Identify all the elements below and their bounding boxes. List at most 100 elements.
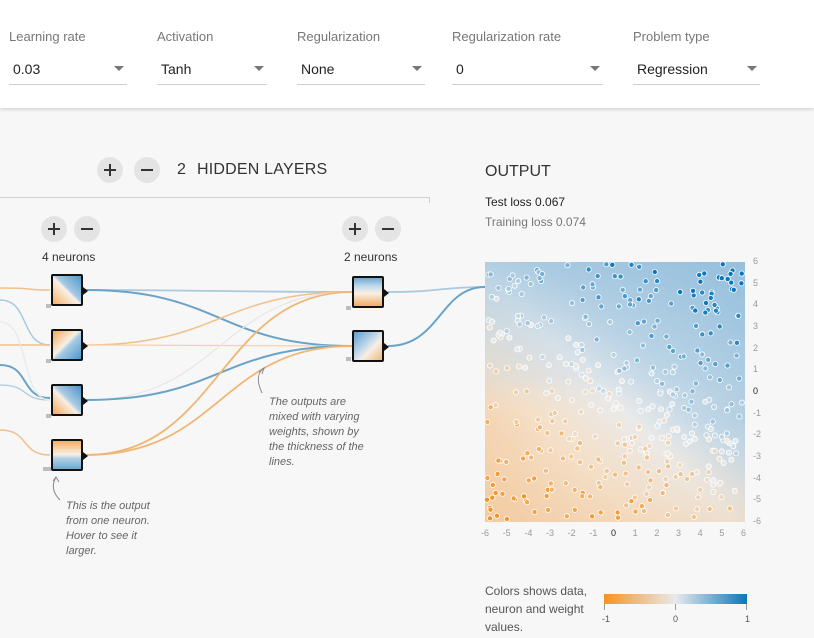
- data-point: [506, 334, 513, 341]
- data-point: [545, 506, 552, 513]
- annotation-arrow: [52, 476, 61, 501]
- y-tick-label: -1: [753, 407, 762, 418]
- data-point: [653, 287, 660, 294]
- data-point: [524, 320, 531, 327]
- data-point: [707, 330, 714, 337]
- hidden-layer-count: 2: [177, 161, 186, 178]
- data-point: [664, 458, 671, 465]
- data-point: [637, 407, 644, 414]
- x-tick-label: 3: [676, 528, 682, 538]
- neuron-l2-2[interactable]: [352, 330, 389, 362]
- data-point: [579, 356, 586, 363]
- remove-layer-button[interactable]: [134, 157, 160, 183]
- data-point: [582, 388, 589, 395]
- add-neuron-layer1-button[interactable]: [41, 216, 67, 242]
- y-tick-label: 5: [753, 277, 759, 288]
- data-point: [635, 296, 642, 303]
- data-point: [671, 363, 678, 370]
- data-point: [501, 476, 508, 483]
- data-point: [505, 285, 512, 292]
- data-point: [690, 513, 697, 520]
- data-point: [699, 351, 706, 358]
- data-point: [574, 349, 581, 356]
- legend-text: Colors shows data, neuron and weight val…: [485, 584, 588, 634]
- plus-icon: [48, 223, 60, 235]
- regularization-rate-value: 0: [456, 61, 464, 77]
- x-tick-label: -2: [567, 528, 576, 538]
- annotation-arrow: [257, 367, 265, 394]
- data-point: [640, 318, 647, 325]
- neuron-l1-4[interactable]: [51, 439, 88, 471]
- data-point: [621, 441, 628, 448]
- neuron-l2-1[interactable]: [352, 276, 389, 308]
- data-point: [574, 445, 581, 452]
- data-point: [710, 488, 717, 495]
- data-point: [524, 499, 531, 506]
- data-point: [645, 406, 652, 413]
- data-point: [718, 433, 725, 440]
- data-point: [565, 335, 572, 342]
- data-point: [648, 370, 655, 377]
- data-point: [676, 461, 683, 468]
- data-point: [662, 368, 669, 375]
- data-point: [672, 505, 679, 512]
- neuron-l1-1[interactable]: [51, 274, 88, 306]
- data-point: [643, 490, 650, 497]
- activation-select[interactable]: Tanh: [157, 58, 267, 85]
- chevron-down-icon: [254, 66, 264, 71]
- chevron-down-icon: [114, 66, 124, 71]
- data-point: [692, 307, 699, 314]
- neuron-output-arrow: [384, 289, 389, 297]
- data-point: [617, 404, 624, 411]
- neuron-output-arrow: [83, 287, 88, 295]
- control-bar: Learning rate 0.03 Activation Tanh Regul…: [0, 0, 814, 108]
- data-point: [546, 377, 553, 384]
- data-point: [582, 375, 589, 382]
- data-point: [655, 468, 662, 475]
- data-point: [701, 270, 708, 277]
- plus-icon: [104, 164, 116, 176]
- data-point: [585, 367, 592, 374]
- data-point: [643, 454, 650, 461]
- data-point: [711, 403, 718, 410]
- data-point: [663, 411, 670, 418]
- layers-bracket: [0, 197, 430, 198]
- data-point: [647, 497, 654, 504]
- add-layer-button[interactable]: [97, 157, 123, 183]
- neuron-l1-2[interactable]: [51, 329, 88, 361]
- data-point: [730, 443, 737, 450]
- data-point: [663, 482, 670, 489]
- data-point: [707, 425, 714, 432]
- data-point: [577, 439, 584, 446]
- output-title: OUTPUT: [485, 163, 551, 180]
- output-heatmap[interactable]: [485, 262, 745, 522]
- data-point: [677, 471, 684, 478]
- minus-icon: [382, 228, 394, 230]
- data-point: [616, 367, 623, 374]
- data-point: [589, 387, 596, 394]
- neuron-l1-3[interactable]: [51, 384, 88, 416]
- data-point: [568, 453, 575, 460]
- data-point: [489, 318, 496, 325]
- regularization-select[interactable]: None: [297, 58, 425, 85]
- data-point: [646, 443, 653, 450]
- learning-rate-select[interactable]: 0.03: [9, 58, 127, 85]
- y-tick-label: 6: [753, 256, 759, 266]
- regularization-rate-select[interactable]: 0: [452, 58, 603, 85]
- data-point: [688, 398, 695, 405]
- link-line: [0, 321, 51, 401]
- data-point: [622, 470, 629, 477]
- data-points: [485, 262, 745, 522]
- data-point: [621, 453, 628, 460]
- data-point: [617, 273, 624, 280]
- remove-neuron-layer2-button[interactable]: [375, 216, 401, 242]
- add-neuron-layer2-button[interactable]: [342, 216, 368, 242]
- data-point: [699, 331, 706, 338]
- link-line: [85, 291, 353, 401]
- remove-neuron-layer1-button[interactable]: [74, 216, 100, 242]
- data-point: [736, 413, 743, 420]
- data-point: [631, 494, 638, 501]
- data-point: [592, 433, 599, 440]
- x-tick-label: 2: [654, 528, 660, 538]
- problem-type-select[interactable]: Regression: [633, 58, 760, 85]
